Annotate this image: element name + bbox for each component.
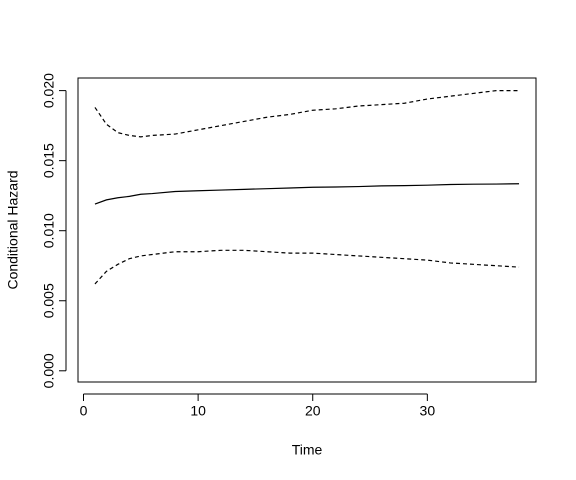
y-axis-label: Conditional Hazard <box>5 170 21 289</box>
x-tick-label: 30 <box>420 403 436 419</box>
x-tick-label: 10 <box>190 403 206 419</box>
x-tick-label: 20 <box>305 403 321 419</box>
series-line <box>94 183 520 205</box>
series-line <box>94 90 520 138</box>
y-tick-label: 0.010 <box>41 213 57 248</box>
y-tick-label: 0.015 <box>41 143 57 178</box>
plot-box <box>77 77 537 383</box>
series-line <box>94 249 520 285</box>
y-tick-label: 0.000 <box>41 353 57 388</box>
y-tick-label: 0.005 <box>41 283 57 318</box>
y-tick-label: 0.020 <box>41 73 57 108</box>
x-tick-label: 0 <box>80 403 88 419</box>
x-axis-label: Time <box>292 442 323 458</box>
